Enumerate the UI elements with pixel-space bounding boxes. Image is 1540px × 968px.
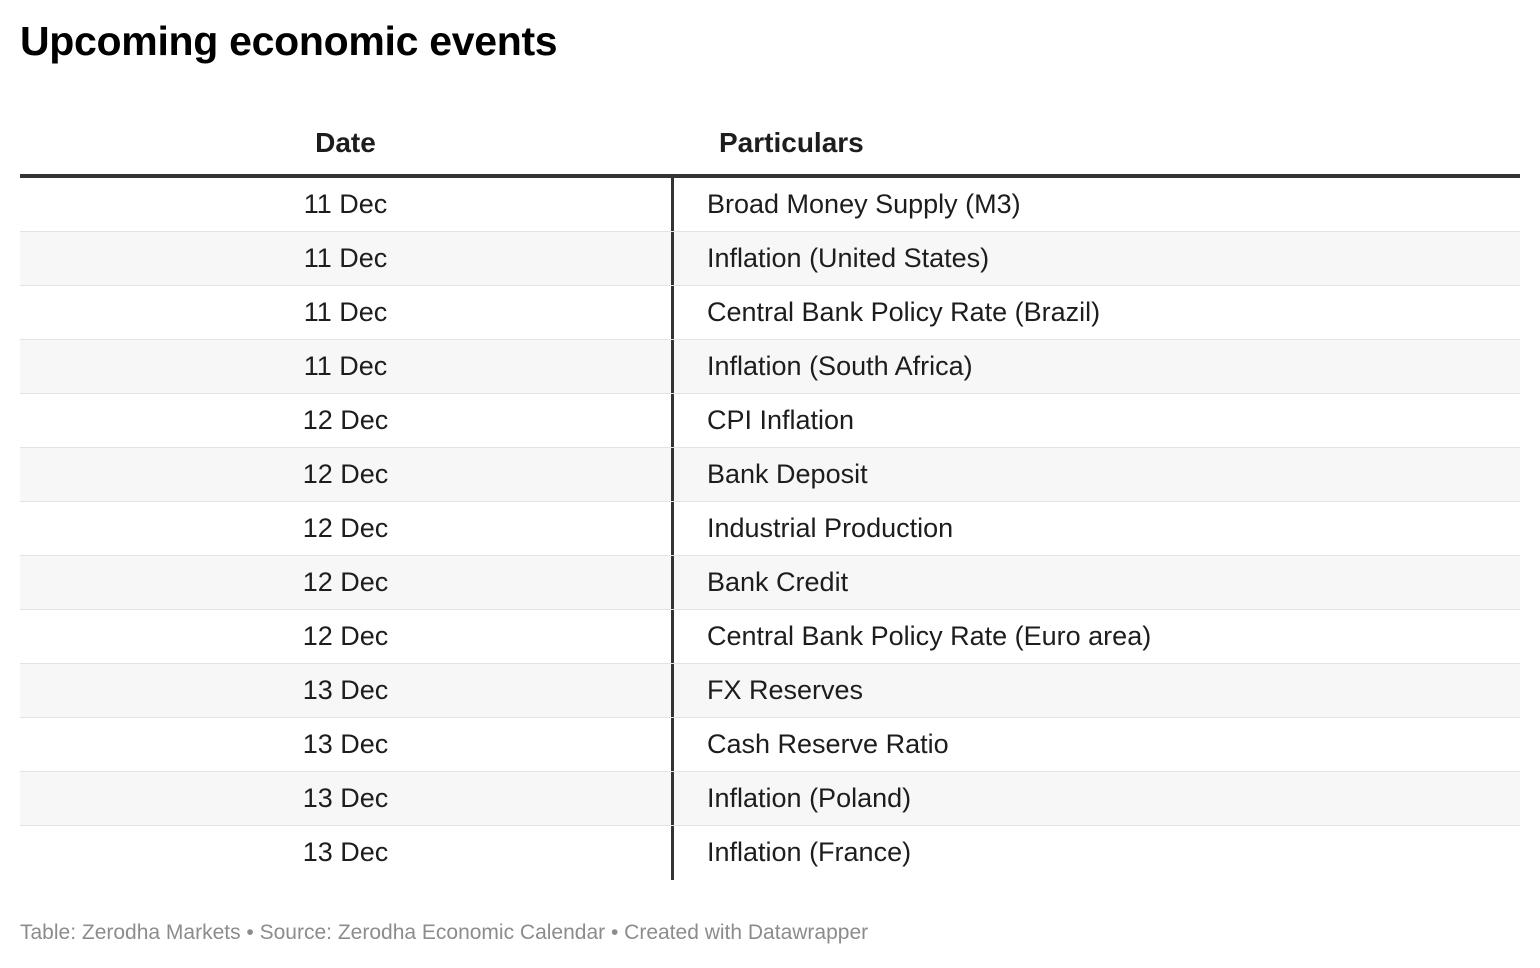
cell-date: 13 Dec [302, 837, 389, 867]
table-row: 12 Dec Central Bank Policy Rate (Euro are… [20, 610, 1520, 664]
table-row: 13 Dec Cash Reserve Ratio [20, 718, 1520, 772]
cell-date: 13 Dec [302, 675, 389, 705]
column-header-date: Date [315, 127, 376, 158]
cell-date: 12 Dec [302, 459, 389, 489]
table-header: Date Particulars [20, 108, 1520, 178]
cell-particulars: Broad Money Supply (M3) [671, 178, 1520, 231]
cell-date: 12 Dec [302, 405, 389, 435]
cell-particulars: FX Reserves [671, 664, 1520, 717]
cell-particulars: Bank Deposit [671, 448, 1520, 501]
cell-particulars: Central Bank Policy Rate (Euro area) [671, 610, 1520, 663]
cell-date: 13 Dec [302, 783, 389, 813]
table-footer: Table: Zerodha Markets • Source: Zerodha… [20, 921, 869, 944]
cell-particulars: Inflation (United States) [671, 232, 1520, 285]
table-row: 12 Dec Bank Deposit [20, 448, 1520, 502]
cell-particulars: Industrial Production [671, 502, 1520, 555]
table-row: 12 Dec Bank Credit [20, 556, 1520, 610]
table-row: 11 Dec Central Bank Policy Rate (Brazil) [20, 286, 1520, 340]
cell-date: 11 Dec [303, 243, 388, 273]
cell-particulars: Central Bank Policy Rate (Brazil) [671, 286, 1520, 339]
cell-date: 11 Dec [303, 351, 388, 381]
cell-particulars: Inflation (South Africa) [671, 340, 1520, 393]
cell-particulars: Cash Reserve Ratio [671, 718, 1520, 771]
table-body: 11 Dec Broad Money Supply (M3) 11 Dec Infla… [20, 178, 1520, 880]
table-row: 12 Dec CPI Inflation [20, 394, 1520, 448]
table-row: 11 Dec Inflation (South Africa) [20, 340, 1520, 394]
cell-date: 12 Dec [302, 621, 389, 651]
table-row: 13 Dec FX Reserves [20, 664, 1520, 718]
cell-date: 12 Dec [302, 513, 389, 543]
table-title: Upcoming economic events [20, 18, 558, 64]
table-row: 11 Dec Inflation (United States) [20, 232, 1520, 286]
cell-particulars: CPI Inflation [671, 394, 1520, 447]
table-row: 13 Dec Inflation (Poland) [20, 772, 1520, 826]
cell-date: 11 Dec [303, 297, 388, 327]
cell-date: 11 Dec [303, 189, 388, 219]
cell-particulars: Bank Credit [671, 556, 1520, 609]
table-row: 13 Dec Inflation (France) [20, 826, 1520, 880]
cell-date: 12 Dec [302, 567, 389, 597]
cell-particulars: Inflation (France) [671, 826, 1520, 880]
cell-date: 13 Dec [302, 729, 389, 759]
events-table: Date Particulars 11 Dec Broad Money Suppl… [20, 108, 1520, 880]
cell-particulars: Inflation (Poland) [671, 772, 1520, 825]
table-row: 11 Dec Broad Money Supply (M3) [20, 178, 1520, 232]
table-row: 12 Dec Industrial Production [20, 502, 1520, 556]
column-header-particulars: Particulars [719, 127, 864, 158]
